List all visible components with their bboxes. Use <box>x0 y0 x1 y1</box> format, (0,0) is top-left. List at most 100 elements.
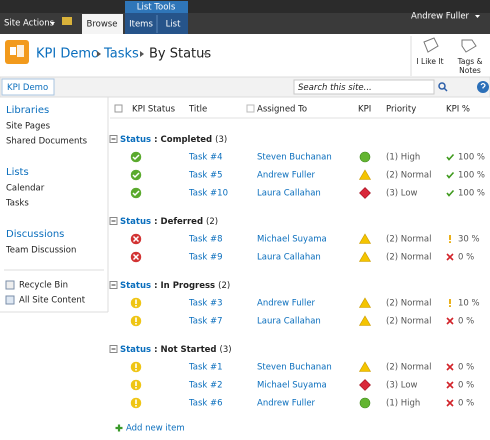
pct-icon <box>446 363 454 371</box>
priority: (2) Normal <box>386 363 432 373</box>
status-glyph <box>135 299 137 304</box>
assigned-to[interactable]: Andrew Fuller <box>257 171 316 181</box>
task-title[interactable]: Task #10 <box>188 189 228 199</box>
checkbox[interactable] <box>246 104 255 113</box>
assigned-to[interactable]: Andrew Fuller <box>257 299 316 309</box>
list-tools-tab <box>125 1 188 13</box>
column-header[interactable]: Title <box>188 105 207 115</box>
browse-label[interactable]: Browse <box>87 20 118 30</box>
group-heading[interactable]: Status: Not Started (3) <box>120 345 232 355</box>
tags-icon[interactable] <box>461 39 477 53</box>
add-icon[interactable] <box>115 424 123 432</box>
column-header[interactable]: Assigned To <box>257 105 307 115</box>
assigned-to[interactable]: Michael Suyama <box>257 381 327 391</box>
nav-link[interactable]: Shared Documents <box>6 137 88 147</box>
group-name: Not Started <box>161 345 217 355</box>
like-icon[interactable] <box>423 37 439 53</box>
assigned-to[interactable]: Steven Buchanan <box>257 153 332 163</box>
nav-link[interactable]: Tasks <box>5 199 29 209</box>
view-dropdown <box>203 53 208 56</box>
status-glyph <box>132 190 140 197</box>
task-title[interactable]: Task #3 <box>188 299 223 309</box>
kpi-percent: 100 % <box>458 189 485 199</box>
status-glyph <box>132 172 140 179</box>
task-title[interactable]: Task #5 <box>188 171 223 181</box>
add-new-item[interactable]: Add new item <box>126 424 185 434</box>
group-separator: : <box>154 217 157 227</box>
nav-heading[interactable]: Libraries <box>6 105 49 116</box>
group-label: Status <box>120 217 151 227</box>
status-glyph <box>135 369 137 371</box>
browse-tab[interactable] <box>82 14 123 34</box>
task-title[interactable]: Task #6 <box>188 399 223 409</box>
group-heading[interactable]: Status: Deferred (2) <box>120 217 218 227</box>
search-box[interactable] <box>293 79 435 95</box>
group-name: In Progress <box>161 281 216 291</box>
task-title[interactable]: Task #9 <box>188 253 223 263</box>
task-title[interactable]: Task #7 <box>188 317 223 327</box>
pct-icon <box>446 317 454 325</box>
nav-link[interactable]: Calendar <box>6 184 45 194</box>
list-view: KPI Status Title Assigned To KPI Priority KPI… <box>109 104 490 434</box>
nav-link[interactable]: All Site Content <box>19 296 86 306</box>
tags-label-line[interactable]: Tags & <box>457 57 483 66</box>
tags-label[interactable]: Tags & Notes <box>457 57 483 75</box>
group-heading[interactable]: Status: Completed (3) <box>120 135 227 145</box>
pct-icon <box>446 253 454 261</box>
nav-link[interactable]: Recycle Bin <box>19 281 68 291</box>
group-heading[interactable]: Status: In Progress (2) <box>120 281 230 291</box>
assigned-to[interactable]: Andrew Fuller <box>257 399 316 409</box>
pct-icon <box>446 399 454 407</box>
assigned-to[interactable]: Steven Buchanan <box>257 363 332 373</box>
breadcrumb-box[interactable] <box>1 78 55 96</box>
priority: (3) Low <box>386 189 418 199</box>
list-tab[interactable]: List <box>166 20 182 30</box>
nav-icon <box>5 280 15 290</box>
kpi-icon <box>359 397 371 409</box>
search-button[interactable] <box>438 82 446 90</box>
view-title[interactable]: By Status <box>149 47 211 62</box>
nav-heading[interactable]: Discussions <box>6 229 64 240</box>
assigned-to[interactable]: Michael Suyama <box>257 235 327 245</box>
task-title[interactable]: Task #1 <box>188 363 223 373</box>
site-title[interactable]: KPI Demo <box>36 47 99 62</box>
items-tab[interactable]: Items <box>129 20 153 30</box>
status-glyph <box>132 235 140 243</box>
list-tools-label: List Tools <box>137 3 176 13</box>
dropdown-arrow <box>475 15 480 18</box>
breadcrumb[interactable]: KPI Demo <box>7 83 48 93</box>
column-header[interactable]: KPI % <box>446 105 470 115</box>
assigned-to[interactable]: Laura Callahan <box>257 317 321 327</box>
column-header[interactable]: KPI <box>358 105 371 115</box>
task-title[interactable]: Task #2 <box>188 381 223 391</box>
select-all[interactable] <box>114 104 123 113</box>
group-label: Status <box>120 281 151 291</box>
logo-shape <box>17 45 24 57</box>
pct-icon <box>446 153 455 161</box>
group-separator: : <box>154 135 157 145</box>
list-title[interactable]: Tasks <box>103 47 139 62</box>
column-header[interactable]: Priority <box>386 105 416 115</box>
like-label[interactable]: I Like It <box>416 57 443 66</box>
group-count: (3) <box>215 135 227 145</box>
task-title[interactable]: Task #4 <box>188 153 223 163</box>
status-glyph <box>135 387 137 389</box>
task-title[interactable]: Task #8 <box>188 235 223 245</box>
folder-icon[interactable] <box>62 17 72 25</box>
breadcrumb-arrow <box>140 51 144 57</box>
assigned-to[interactable]: Laura Callahan <box>257 189 321 199</box>
kpi-icon <box>358 169 372 180</box>
nav-heading[interactable]: Lists <box>6 167 29 178</box>
tags-label-line[interactable]: Notes <box>459 66 481 75</box>
user-menu[interactable]: Andrew Fuller <box>411 12 470 22</box>
search-placeholder[interactable]: Search this site... <box>298 83 372 93</box>
status-glyph <box>135 363 137 368</box>
column-header[interactable]: KPI Status <box>132 105 176 115</box>
site-actions[interactable]: Site Actions <box>4 19 55 29</box>
ribbon-top <box>0 0 490 13</box>
assigned-to[interactable]: Laura Callahan <box>257 253 321 263</box>
nav-link[interactable]: Site Pages <box>6 122 51 132</box>
nav-link[interactable]: Team Discussion <box>5 246 76 256</box>
